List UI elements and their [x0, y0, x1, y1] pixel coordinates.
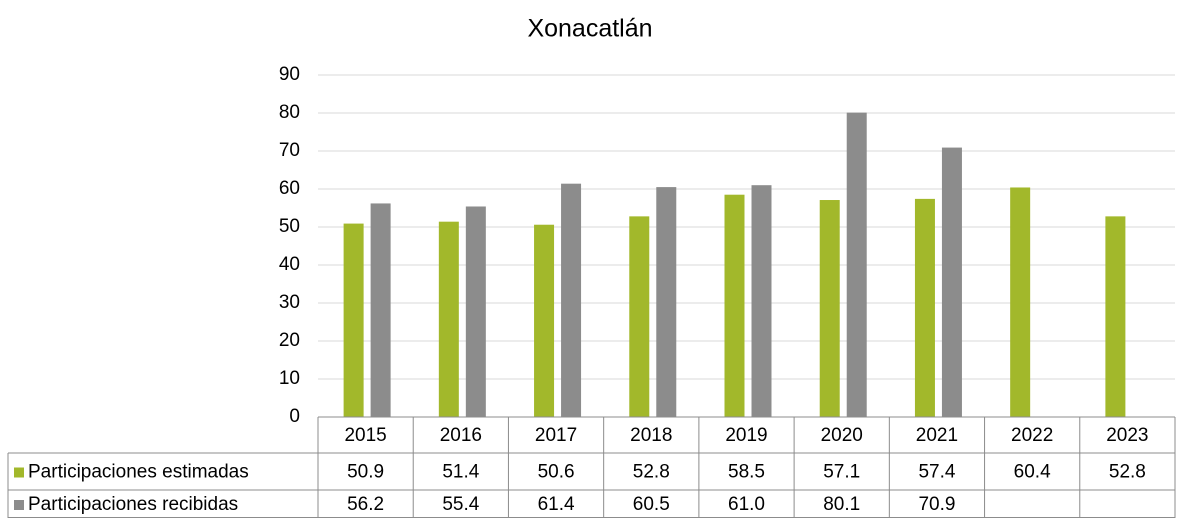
legend-label: Participaciones recibidas [28, 494, 238, 515]
bar [656, 187, 677, 417]
x-tick-label: 2018 [630, 425, 672, 446]
table-value: 50.9 [347, 462, 384, 483]
table-value: 50.6 [538, 462, 575, 483]
x-tick-label: 2016 [440, 425, 482, 446]
y-tick-label: 0 [289, 406, 300, 427]
bar [629, 216, 650, 417]
table-value: 80.1 [823, 494, 860, 515]
y-tick-label: 40 [279, 254, 300, 275]
y-tick-label: 10 [279, 368, 300, 389]
table-value: 57.4 [918, 462, 955, 483]
x-tick-label: 2017 [535, 425, 577, 446]
bar [1010, 187, 1031, 417]
table-value: 61.4 [538, 494, 575, 515]
y-tick-label: 50 [279, 216, 300, 237]
bar [724, 194, 745, 417]
table-value: 52.8 [1109, 462, 1146, 483]
bar [914, 198, 935, 417]
table-value: 52.8 [633, 462, 670, 483]
bar [819, 200, 840, 417]
y-tick-label: 60 [279, 178, 300, 199]
x-tick-label: 2022 [1011, 425, 1053, 446]
x-tick-label: 2019 [725, 425, 767, 446]
legend-key [14, 500, 24, 510]
table-value: 70.9 [918, 494, 955, 515]
table-value: 58.5 [728, 462, 765, 483]
legend-key [14, 467, 24, 478]
bar [941, 147, 962, 417]
x-tick-label: 2023 [1106, 425, 1148, 446]
y-tick-label: 90 [279, 64, 300, 85]
x-tick-label: 2020 [821, 425, 863, 446]
x-tick-label: 2021 [916, 425, 958, 446]
table-value: 60.5 [633, 494, 670, 515]
chart-title: Xonacatlán [527, 15, 652, 43]
y-tick-label: 80 [279, 102, 300, 123]
bar [343, 223, 364, 417]
table-value: 57.1 [823, 462, 860, 483]
bar [846, 112, 867, 418]
table-value: 51.4 [442, 462, 479, 483]
legend-label: Participaciones estimadas [28, 462, 249, 483]
table-value: 55.4 [442, 494, 479, 515]
bar [534, 224, 555, 417]
table-value: 56.2 [347, 494, 384, 515]
x-tick-label: 2015 [344, 425, 386, 446]
bar [370, 203, 391, 417]
bar [751, 185, 772, 417]
table-value: 61.0 [728, 494, 765, 515]
bar [465, 206, 486, 417]
y-tick-label: 70 [279, 140, 300, 161]
table-value: 60.4 [1014, 462, 1051, 483]
bar [561, 183, 582, 417]
y-tick-label: 30 [279, 292, 300, 313]
bar [438, 221, 459, 417]
bar [1105, 216, 1126, 417]
y-tick-label: 20 [279, 330, 300, 351]
